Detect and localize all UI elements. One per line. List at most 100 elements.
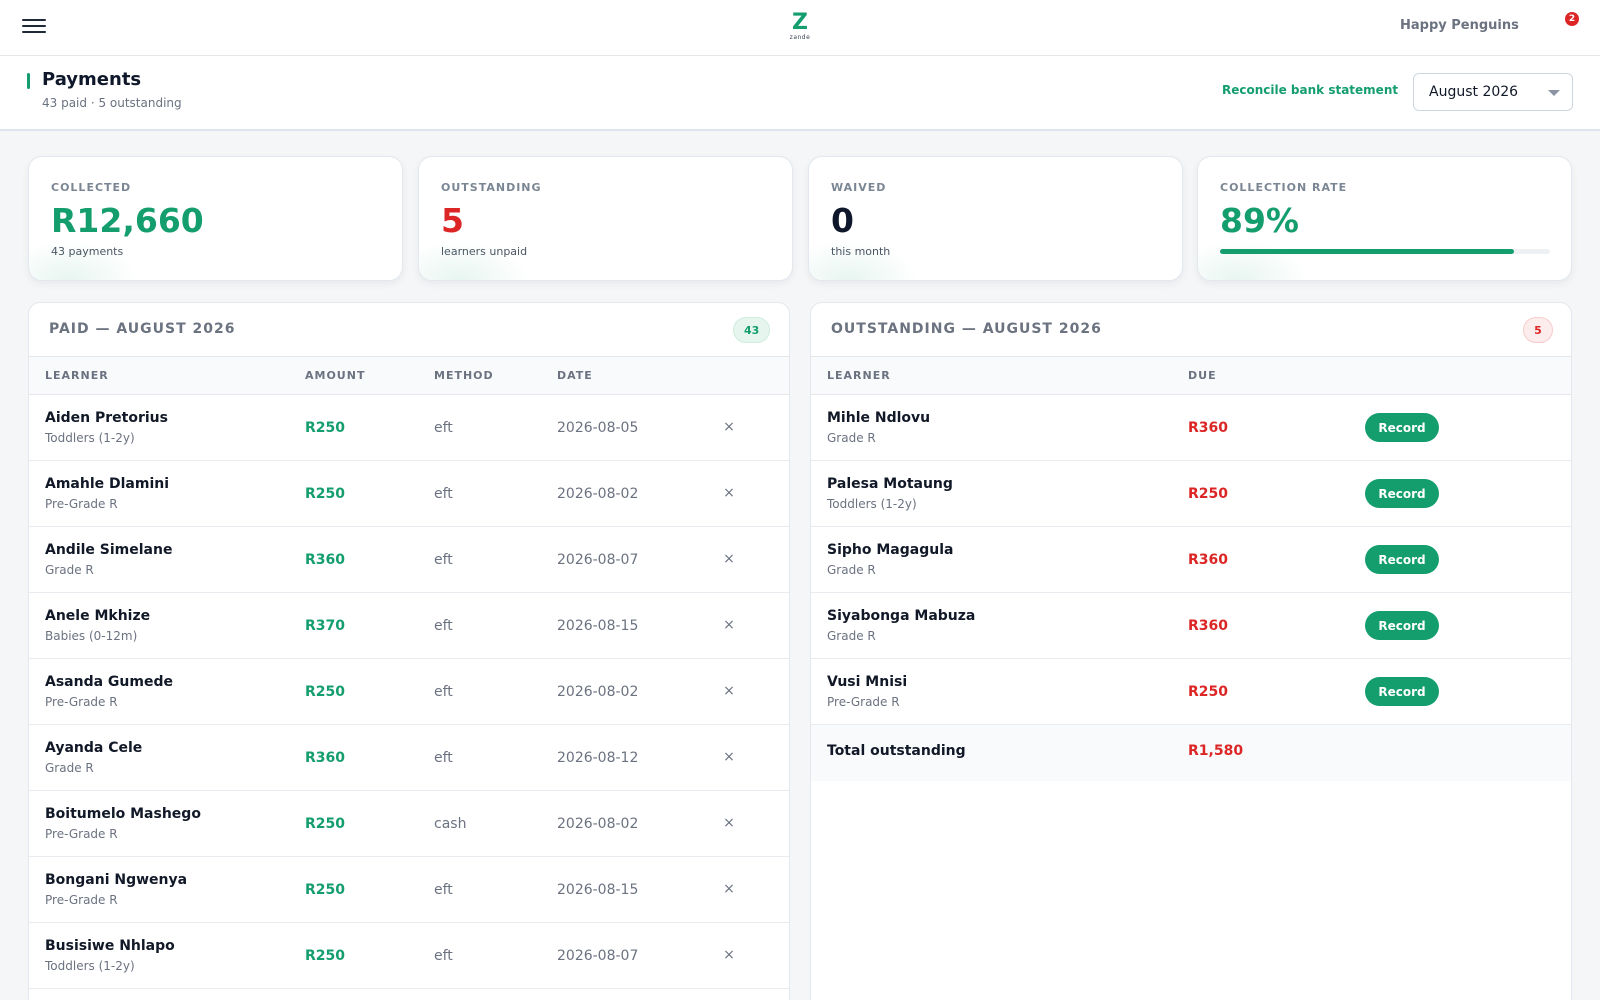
payment-amount: R250 [305,486,346,502]
page-header: Payments 43 paid · 5 outstanding Reconci… [0,56,1600,131]
outstanding-panel: OUTSTANDING — AUGUST 2026 5 LEARNER DUE … [810,302,1572,1000]
learner-name: Sipho Magagula [827,542,954,558]
amount-due: R360 [1188,420,1229,436]
outstanding-count-badge: 5 [1523,317,1553,343]
table-row: Palesa Motaung Toddlers (1-2y) R250 Record [811,461,1571,527]
logo-wordmark: zande [789,34,811,41]
learner-name: Busisiwe Nhlapo [45,938,175,954]
stat-value: 89% [1220,201,1299,240]
payment-amount: R250 [305,882,346,898]
notification-bell-icon[interactable]: 2 [1565,12,1581,28]
payment-method: eft [434,420,453,436]
table-row[interactable]: Asanda Gumede Pre-Grade R R250 eft 2026-08-0… [29,659,789,725]
record-payment-button[interactable]: Record [1365,413,1439,442]
outstanding-table-body: Mihle Ndlovu Grade R R360 Record Palesa Mota… [811,395,1571,725]
payment-amount: R250 [305,420,346,436]
payment-date: 2026-08-12 [557,750,639,766]
learner-name: Andile Simelane [45,542,173,558]
amount-due: R250 [1188,684,1229,700]
hamburger-menu-icon[interactable] [22,16,46,38]
learner-name: Asanda Gumede [45,674,173,690]
chevron-down-icon [1548,90,1560,96]
remove-payment-icon[interactable]: × [723,485,735,501]
stat-label: WAIVED [831,181,887,194]
column-header-method: METHOD [434,369,494,382]
column-header-due: DUE [1188,369,1217,382]
table-row[interactable]: Ayanda Cele Grade R R360 eft 2026-08-12 × [29,725,789,791]
school-name[interactable]: Happy Penguins [1400,18,1519,33]
payment-date: 2026-08-02 [557,684,639,700]
table-row[interactable]: Boitumelo Mashego Pre-Grade R R250 cash 2026… [29,791,789,857]
column-header-date: DATE [557,369,593,382]
payment-method: cash [434,816,467,832]
learner-name: Ayanda Cele [45,740,143,756]
reconcile-bank-statement-link[interactable]: Reconcile bank statement [1222,83,1399,97]
stat-value: 5 [441,201,464,240]
learner-grade: Grade R [827,563,876,577]
record-payment-button[interactable]: Record [1365,677,1439,706]
payment-date: 2026-08-15 [557,618,639,634]
notification-count-badge: 2 [1565,12,1579,26]
table-row[interactable]: Andile Simelane Grade R R360 eft 2026-08-07 × [29,527,789,593]
page-subtitle: 43 paid · 5 outstanding [42,96,182,110]
table-row[interactable]: Bongani Ngwenya Pre-Grade R R250 eft 2026-08… [29,857,789,923]
table-row[interactable]: Aiden Pretorius Toddlers (1-2y) R250 eft 202… [29,395,789,461]
total-outstanding-value: R1,580 [1188,743,1244,759]
paid-count-badge: 43 [733,317,771,343]
record-payment-button[interactable]: Record [1365,611,1439,640]
learner-name: Palesa Motaung [827,476,953,492]
remove-payment-icon[interactable]: × [723,551,735,567]
payment-amount: R250 [305,948,346,964]
learner-grade: Grade R [45,563,94,577]
column-header-learner: LEARNER [45,369,109,382]
learner-name: Boitumelo Mashego [45,806,201,822]
month-select[interactable]: August 2026 [1413,73,1573,111]
learner-grade: Toddlers (1-2y) [45,959,135,973]
table-row: Vusi Mnisi Pre-Grade R R250 Record [811,659,1571,725]
table-row[interactable]: Busisiwe Nhlapo Toddlers (1-2y) R250 eft 202… [29,923,789,989]
month-select-value: August 2026 [1429,84,1519,100]
table-row[interactable]: Amahle Dlamini Pre-Grade R R250 eft 2026-08-… [29,461,789,527]
stat-card-collection-rate: COLLECTION RATE 89% [1197,156,1572,281]
amount-due: R250 [1188,486,1229,502]
stat-label: COLLECTED [51,181,132,194]
payment-amount: R250 [305,684,346,700]
payment-amount: R360 [305,552,346,568]
remove-payment-icon[interactable]: × [723,947,735,963]
stat-sub: this month [831,245,891,258]
learner-grade: Pre-Grade R [45,695,118,709]
outstanding-panel-title: OUTSTANDING — AUGUST 2026 [831,321,1102,337]
total-outstanding-row: Total outstanding R1,580 [811,725,1571,781]
remove-payment-icon[interactable]: × [723,815,735,831]
column-header-learner: LEARNER [827,369,891,382]
table-row: Mihle Ndlovu Grade R R360 Record [811,395,1571,461]
amount-due: R360 [1188,618,1229,634]
learner-name: Aiden Pretorius [45,410,168,426]
stat-card-waived: WAIVED 0 this month [808,156,1183,281]
table-row[interactable]: Anele Mkhize Babies (0-12m) R370 eft 2026-08… [29,593,789,659]
title-accent-bar [27,73,30,89]
remove-payment-icon[interactable]: × [723,683,735,699]
table-row: Sipho Magagula Grade R R360 Record [811,527,1571,593]
stat-card-outstanding: OUTSTANDING 5 learners unpaid [418,156,793,281]
remove-payment-icon[interactable]: × [723,617,735,633]
stat-value: R12,660 [51,201,204,240]
app-logo[interactable]: Z zande [780,12,820,42]
amount-due: R360 [1188,552,1229,568]
payment-date: 2026-08-15 [557,882,639,898]
payment-amount: R370 [305,618,346,634]
stat-value: 0 [831,201,854,240]
column-header-amount: AMOUNT [305,369,366,382]
payment-method: eft [434,948,453,964]
learner-name: Anele Mkhize [45,608,151,624]
record-payment-button[interactable]: Record [1365,479,1439,508]
outstanding-table-header: LEARNER DUE [811,357,1571,395]
learner-grade: Toddlers (1-2y) [45,431,135,445]
page-title: Payments [42,69,142,90]
record-payment-button[interactable]: Record [1365,545,1439,574]
remove-payment-icon[interactable]: × [723,881,735,897]
paid-panel-title: PAID — AUGUST 2026 [49,321,236,337]
remove-payment-icon[interactable]: × [723,419,735,435]
learner-name: Siyabonga Mabuza [827,608,976,624]
remove-payment-icon[interactable]: × [723,749,735,765]
